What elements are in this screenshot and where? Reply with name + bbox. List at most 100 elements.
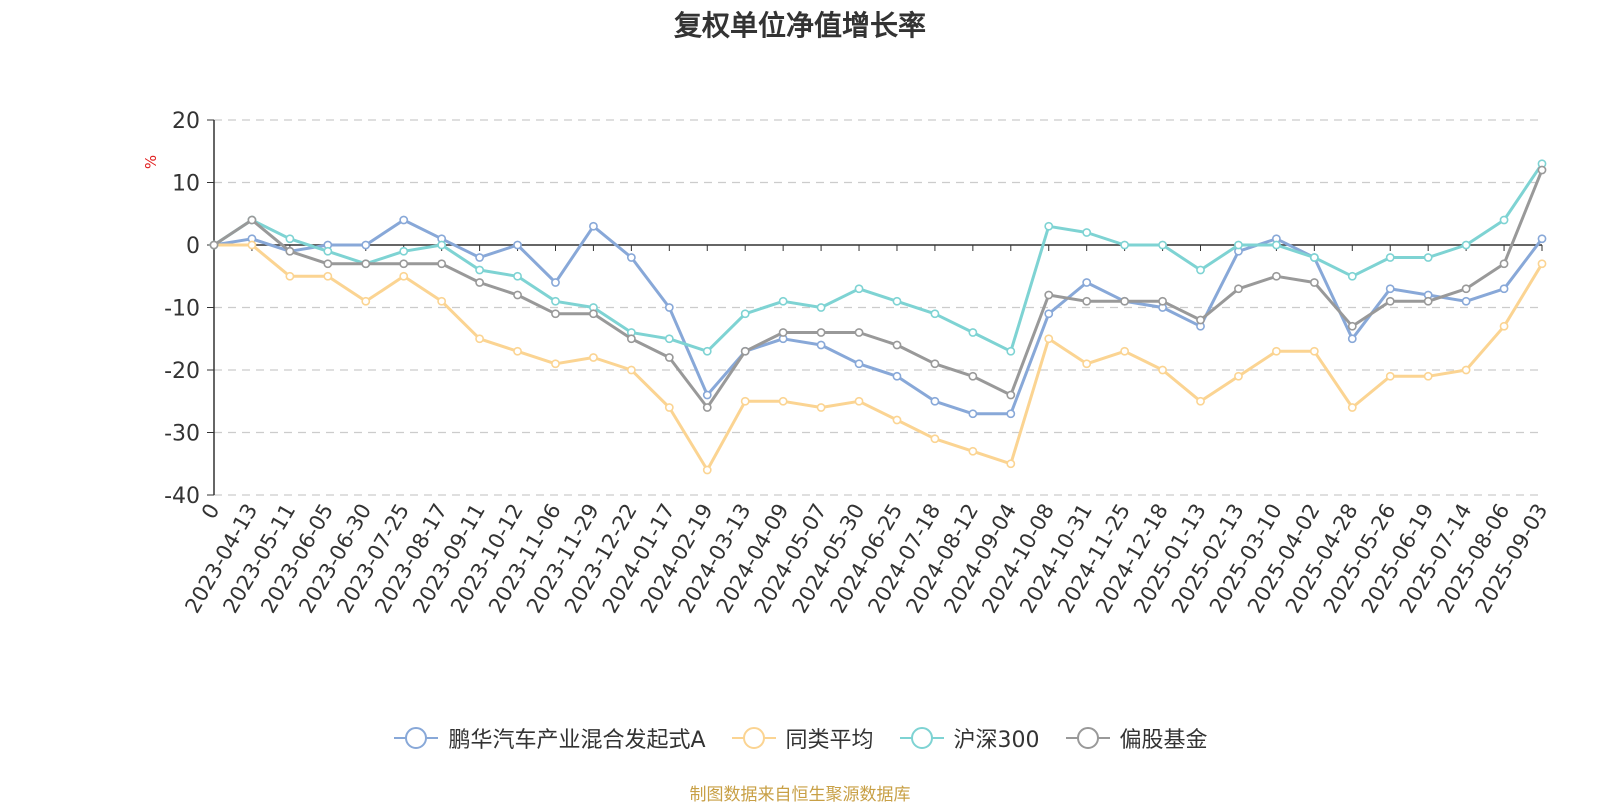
series-point-2	[1272, 240, 1281, 250]
series-point-1	[1423, 371, 1433, 381]
series-point-3	[513, 290, 522, 300]
series-line-0	[212, 218, 1544, 416]
series-point-1	[285, 271, 295, 281]
legend-item[interactable]: 鹏华汽车产业混合发起式A	[392, 722, 706, 754]
series-point-2	[437, 240, 447, 250]
series-point-1	[1196, 396, 1205, 406]
series-point-2	[1044, 221, 1054, 231]
series-point-1	[1006, 459, 1016, 469]
legend-label: 偏股基金	[1119, 728, 1208, 753]
series-point-3	[1309, 278, 1319, 287]
series-point-3	[209, 240, 219, 250]
series-point-2	[1234, 240, 1243, 250]
legend: 鹏华汽车产业混合发起式A 同类平均 沪深300 偏股基金	[0, 722, 1600, 754]
series-lines	[209, 159, 1547, 475]
series-point-1	[1537, 259, 1547, 269]
y-tick-label: 10	[172, 172, 200, 197]
series-point-0	[1499, 284, 1509, 294]
series-point-0	[854, 359, 864, 369]
series-point-3	[475, 278, 484, 287]
series-point-1	[551, 359, 560, 369]
series-point-2	[551, 296, 560, 306]
series-point-1	[1120, 346, 1130, 356]
series-point-1	[323, 271, 333, 281]
y-tick-label: -20	[164, 359, 200, 384]
series-point-2	[968, 328, 978, 337]
series-point-3	[892, 340, 902, 350]
series-point-1	[664, 403, 674, 412]
series-point-2	[930, 309, 940, 319]
series-point-2	[740, 309, 750, 319]
legend-item[interactable]: 偏股基金	[1064, 722, 1208, 754]
legend-item[interactable]: 沪深300	[898, 722, 1040, 754]
series-point-3	[1461, 284, 1471, 294]
series-point-3	[1385, 296, 1395, 306]
series-point-2	[1006, 346, 1016, 356]
series-point-3	[702, 403, 712, 412]
legend-swatch	[899, 727, 944, 749]
series-point-0	[399, 215, 409, 225]
series-point-2	[892, 296, 902, 306]
series-point-2	[323, 246, 333, 256]
series-point-1	[1044, 334, 1054, 344]
legend-label: 同类平均	[785, 728, 874, 753]
y-tick-label: -10	[164, 297, 200, 322]
series-point-2	[1499, 215, 1509, 225]
series-point-3	[399, 259, 409, 269]
series-point-3	[437, 259, 447, 269]
series-point-2	[816, 303, 826, 312]
series-point-0	[1006, 409, 1016, 419]
series-point-1	[816, 403, 826, 412]
series-point-0	[1461, 296, 1471, 306]
series-point-0	[702, 390, 712, 400]
series-point-3	[1537, 165, 1547, 175]
series-point-2	[1082, 228, 1092, 237]
series-point-1	[854, 396, 864, 406]
y-tick-label: -30	[164, 422, 200, 447]
series-point-1	[1272, 346, 1281, 356]
series-point-1	[702, 465, 712, 475]
series-point-1	[1385, 371, 1395, 381]
series-point-3	[1347, 321, 1357, 331]
series-point-3	[323, 259, 333, 269]
series-point-3	[816, 328, 826, 337]
series-point-3	[1082, 296, 1092, 306]
series-point-2	[1423, 253, 1433, 262]
series-point-2	[399, 246, 409, 256]
series-point-2	[1347, 271, 1357, 281]
series-point-1	[1234, 371, 1243, 381]
series-point-0	[361, 240, 371, 250]
legend-item[interactable]: 同类平均	[730, 722, 874, 754]
series-point-2	[1385, 253, 1395, 262]
series-point-2	[513, 271, 522, 281]
series-point-3	[589, 309, 598, 319]
series-line-1	[212, 243, 1544, 472]
series-point-0	[664, 303, 674, 312]
series-point-1	[437, 296, 447, 306]
series-point-3	[1234, 284, 1243, 294]
series-point-1	[247, 240, 257, 250]
series-point-1	[968, 446, 978, 456]
grid-lines	[214, 119, 1542, 496]
series-point-3	[1196, 315, 1205, 325]
series-point-0	[475, 253, 484, 262]
series-point-1	[475, 334, 484, 344]
series-point-1	[1158, 365, 1167, 375]
series-point-0	[1385, 284, 1395, 294]
source-note: 制图数据来自恒生聚源数据库	[689, 785, 911, 805]
legend-label: 鹏华汽车产业混合发起式A	[448, 728, 706, 753]
series-point-1	[740, 396, 750, 406]
series-point-2	[664, 334, 674, 344]
legend-label: 沪深300	[953, 728, 1040, 753]
series-point-3	[1120, 296, 1130, 306]
series-point-0	[1044, 309, 1054, 319]
series-point-2	[778, 296, 788, 306]
series-point-3	[854, 328, 864, 337]
series-point-1	[930, 434, 940, 444]
series-point-2	[1158, 240, 1167, 250]
y-tick-label: -40	[164, 484, 200, 509]
series-point-3	[626, 334, 636, 344]
y-tick-label: 20	[172, 109, 200, 134]
series-point-1	[1082, 359, 1092, 369]
legend-swatch	[394, 727, 439, 749]
